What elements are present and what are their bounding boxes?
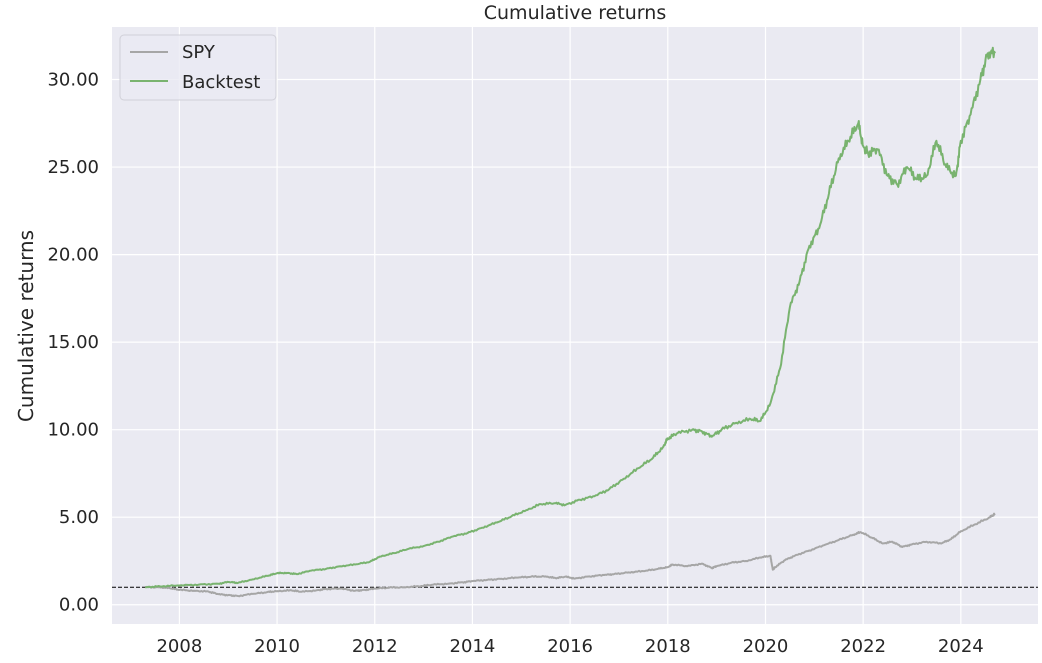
legend-label-spy: SPY bbox=[182, 42, 216, 63]
y-tick-label: 10.00 bbox=[47, 420, 99, 441]
legend-label-backtest: Backtest bbox=[182, 72, 260, 93]
series-line-backtest bbox=[145, 46, 996, 589]
x-tick-label: 2008 bbox=[156, 636, 202, 657]
y-axis-label: Cumulative returns bbox=[14, 230, 38, 422]
x-tick-label: 2018 bbox=[645, 636, 691, 657]
y-axis-ticks: 0.00 5.00 10.00 15.00 20.00 25.00 30.00 bbox=[47, 70, 99, 616]
y-tick-label: 20.00 bbox=[47, 245, 99, 266]
x-tick-label: 2020 bbox=[743, 636, 789, 657]
series-line-spy bbox=[145, 512, 996, 598]
y-tick-label: 30.00 bbox=[47, 70, 99, 91]
legend: SPY Backtest bbox=[119, 34, 277, 101]
chart-title: Cumulative returns bbox=[484, 2, 666, 24]
x-tick-label: 2014 bbox=[450, 636, 496, 657]
plot-background bbox=[112, 27, 1038, 624]
x-tick-label: 2012 bbox=[352, 636, 398, 657]
y-tick-label: 5.00 bbox=[59, 507, 99, 528]
x-tick-label: 2022 bbox=[840, 636, 886, 657]
y-tick-label: 15.00 bbox=[47, 332, 99, 353]
y-tick-label: 0.00 bbox=[59, 595, 99, 616]
grid-lines bbox=[112, 27, 1038, 624]
x-axis-ticks: 2008 2010 2012 2014 2016 2018 2020 2022 2024 bbox=[156, 636, 983, 657]
x-tick-label: 2010 bbox=[254, 636, 300, 657]
x-tick-label: 2016 bbox=[547, 636, 593, 657]
series-lines bbox=[145, 46, 996, 598]
y-tick-label: 25.00 bbox=[47, 157, 99, 178]
x-tick-label: 2024 bbox=[938, 636, 984, 657]
